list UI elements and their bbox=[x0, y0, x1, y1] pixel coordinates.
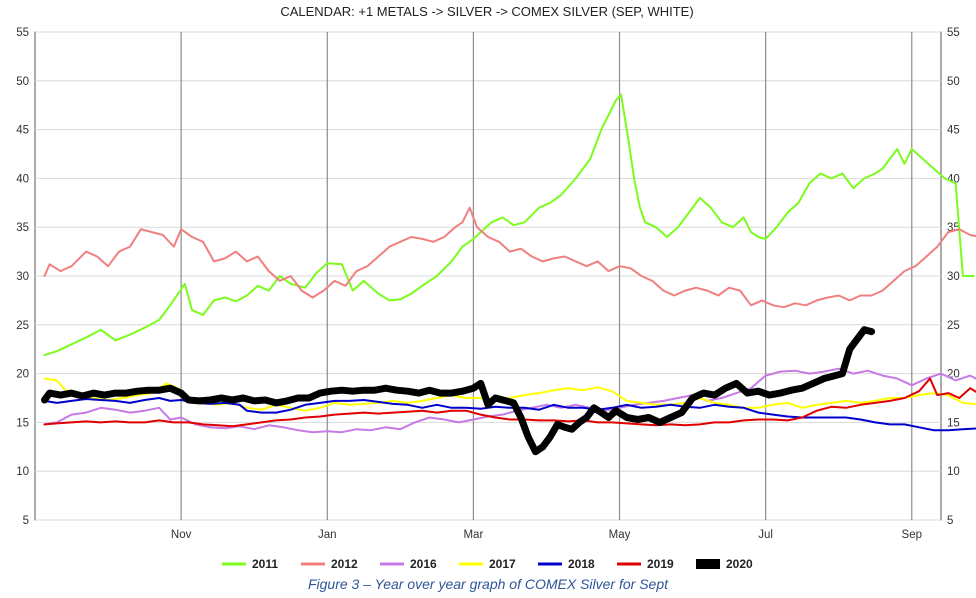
y-tick-label-right: 55 bbox=[947, 27, 960, 39]
legend-label-2018: 2018 bbox=[568, 557, 595, 571]
y-tick-label-left: 5 bbox=[23, 515, 29, 527]
y-tick-label-left: 40 bbox=[16, 173, 29, 185]
legend-label-2012: 2012 bbox=[331, 557, 358, 571]
chart-title: CALENDAR: +1 METALS -> SILVER -> COMEX S… bbox=[280, 4, 693, 19]
y-tick-label-right: 50 bbox=[947, 76, 960, 88]
figure-caption: Figure 3 – Year over year graph of COMEX… bbox=[307, 576, 669, 592]
y-tick-label-right: 5 bbox=[947, 515, 953, 527]
y-tick-label-left: 50 bbox=[16, 76, 29, 88]
x-tick-label: Jan bbox=[318, 529, 337, 541]
y-tick-label-left: 45 bbox=[16, 125, 29, 137]
y-tick-label-left: 30 bbox=[16, 271, 29, 283]
y-tick-label-right: 30 bbox=[947, 271, 960, 283]
legend-label-2020: 2020 bbox=[726, 557, 753, 571]
legend-swatch-2018 bbox=[538, 562, 562, 566]
series-group bbox=[41, 93, 976, 456]
legend-label-2016: 2016 bbox=[410, 557, 437, 571]
legend-label-2019: 2019 bbox=[647, 557, 674, 571]
series-line-2011 bbox=[43, 93, 975, 357]
legend-swatch-2019 bbox=[617, 562, 641, 566]
legend-swatch-2012 bbox=[301, 562, 325, 566]
legend-label-2017: 2017 bbox=[489, 557, 516, 571]
legend-swatch-2020 bbox=[696, 559, 720, 569]
legend-swatch-2011 bbox=[222, 562, 246, 566]
y-tick-label-left: 10 bbox=[16, 466, 29, 478]
y-tick-label-left: 55 bbox=[16, 27, 29, 39]
series-line-2012 bbox=[43, 206, 976, 309]
legend-swatch-2017 bbox=[459, 562, 483, 566]
grid bbox=[35, 31, 941, 521]
x-tick-label: Mar bbox=[463, 529, 483, 541]
x-tick-label: Nov bbox=[171, 529, 192, 541]
y-tick-label-left: 35 bbox=[16, 222, 29, 234]
y-tick-label-right: 10 bbox=[947, 466, 960, 478]
legend-label-2011: 2011 bbox=[252, 557, 278, 571]
y-tick-label-right: 45 bbox=[947, 125, 960, 137]
x-tick-label: May bbox=[609, 529, 631, 541]
series-line-2020 bbox=[41, 326, 876, 456]
x-axis: Nov Jan Mar May Jul Sep bbox=[171, 529, 922, 541]
legend-swatch-2016 bbox=[380, 562, 404, 566]
y-tick-label-right: 40 bbox=[947, 173, 960, 185]
y-tick-label-left: 15 bbox=[16, 417, 29, 429]
legend: 2011 2012 2016 2017 2018 2019 2020 bbox=[222, 557, 753, 571]
y-tick-label-left: 20 bbox=[16, 369, 29, 381]
x-tick-label: Sep bbox=[902, 529, 922, 541]
y-tick-label-left: 25 bbox=[16, 320, 29, 332]
x-tick-label: Jul bbox=[758, 529, 773, 541]
y-tick-label-right: 25 bbox=[947, 320, 960, 332]
y-tick-label-right: 15 bbox=[947, 417, 960, 429]
